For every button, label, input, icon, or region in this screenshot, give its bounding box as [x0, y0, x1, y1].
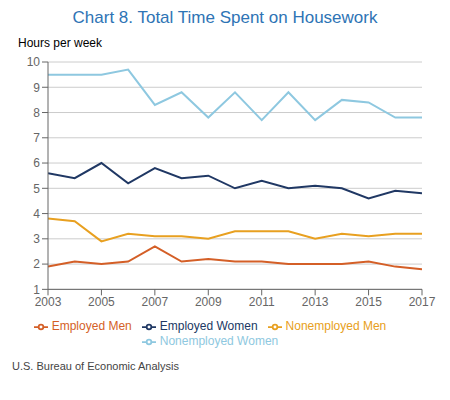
- svg-text:5: 5: [33, 182, 40, 196]
- html-text:Employed Men: Employed Men: [51, 319, 132, 334]
- svg-text:8: 8: [33, 106, 40, 120]
- svg-text:2: 2: [33, 257, 40, 271]
- svg-text:2009: 2009: [195, 295, 222, 309]
- svg-text:2015: 2015: [355, 295, 382, 309]
- svg-text:7: 7: [33, 131, 40, 145]
- svg-text:3: 3: [33, 232, 40, 246]
- svg-text:2011: 2011: [249, 295, 275, 309]
- html-text:Nonemployed Women: Nonemployed Women: [159, 334, 279, 349]
- html-text:U.S. Bureau of Economic Analys: U.S. Bureau of Economic Analysis: [12, 360, 179, 372]
- svg-text:4: 4: [33, 207, 40, 221]
- svg-text:2013: 2013: [302, 295, 329, 309]
- svg-text:6: 6: [33, 156, 40, 170]
- svg-text:2003: 2003: [35, 295, 62, 309]
- svg-text:2017: 2017: [409, 295, 436, 309]
- svg-text:9: 9: [33, 81, 40, 95]
- svg-text:1: 1: [33, 283, 40, 297]
- html-text:Nonemployed Men: Nonemployed Men: [285, 319, 387, 334]
- html-text:Hours per week: Hours per week: [18, 36, 102, 50]
- html-text:Employed Women: Employed Women: [159, 319, 258, 334]
- svg-text:2005: 2005: [88, 295, 115, 309]
- svg-text:10: 10: [27, 55, 41, 69]
- svg-text:2007: 2007: [142, 295, 169, 309]
- html-text:Chart 8. Total Time Spent on H: Chart 8. Total Time Spent on Housework: [72, 8, 378, 27]
